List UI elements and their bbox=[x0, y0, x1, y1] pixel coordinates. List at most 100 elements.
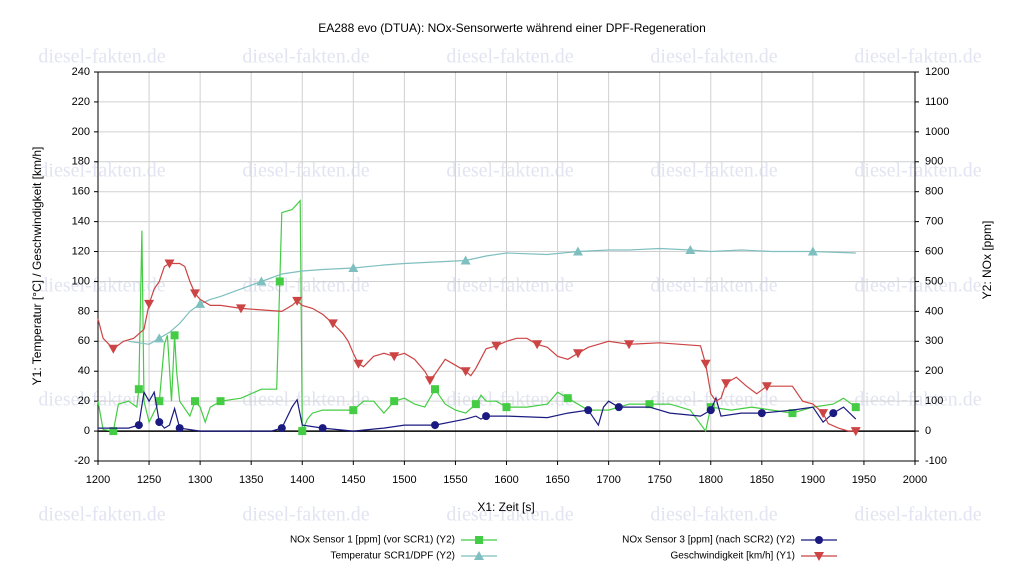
watermark: diesel-fakten.de bbox=[38, 389, 165, 411]
watermark: diesel-fakten.de bbox=[242, 46, 369, 68]
marker bbox=[818, 409, 829, 419]
y2-tick-label: 1000 bbox=[925, 126, 949, 138]
marker bbox=[474, 551, 484, 560]
marker bbox=[298, 427, 307, 436]
marker bbox=[761, 382, 772, 392]
marker bbox=[721, 379, 732, 389]
legend-label: Geschwindigkeit [km/h] (Y1) bbox=[671, 551, 796, 562]
marker bbox=[108, 344, 119, 354]
y-tick-label: 40 bbox=[78, 365, 90, 377]
x-tick-label: 1450 bbox=[341, 474, 365, 486]
watermark: diesel-fakten.de bbox=[854, 504, 981, 526]
marker bbox=[216, 397, 225, 406]
watermark: diesel-fakten.de bbox=[446, 46, 573, 68]
watermark: diesel-fakten.de bbox=[242, 504, 369, 526]
x-tick-label: 1950 bbox=[852, 474, 876, 486]
marker bbox=[814, 552, 824, 561]
y2-tick-label: 400 bbox=[925, 305, 943, 317]
marker bbox=[318, 424, 327, 433]
y2-tick-label: -100 bbox=[925, 455, 947, 467]
watermark: diesel-fakten.de bbox=[242, 275, 369, 297]
marker bbox=[195, 298, 206, 308]
marker bbox=[685, 245, 696, 255]
marker bbox=[349, 406, 358, 415]
marker bbox=[431, 385, 440, 394]
y-tick-label: 20 bbox=[78, 395, 90, 407]
y2-tick-label: 600 bbox=[925, 245, 943, 257]
marker bbox=[154, 333, 165, 343]
y-tick-label: 100 bbox=[72, 275, 90, 287]
y2-tick-label: 300 bbox=[925, 335, 943, 347]
y2-axis-label: Y2: NOx [ppm] bbox=[980, 221, 994, 300]
watermark: diesel-fakten.de bbox=[242, 389, 369, 411]
x-tick-label: 2000 bbox=[903, 474, 927, 486]
marker bbox=[471, 400, 480, 409]
marker bbox=[164, 259, 175, 269]
marker bbox=[572, 246, 583, 256]
marker bbox=[144, 299, 155, 309]
marker bbox=[829, 409, 838, 418]
watermark: diesel-fakten.de bbox=[650, 389, 777, 411]
series-line bbox=[97, 199, 857, 433]
marker bbox=[155, 397, 164, 406]
marker bbox=[706, 406, 715, 415]
marker bbox=[614, 403, 623, 412]
marker bbox=[491, 341, 502, 351]
marker bbox=[348, 262, 359, 272]
watermark: diesel-fakten.de bbox=[242, 160, 369, 182]
y-tick-label: 180 bbox=[72, 156, 90, 168]
y2-tick-label: 100 bbox=[925, 395, 943, 407]
x-tick-label: 1600 bbox=[494, 474, 518, 486]
legend-label: Temperatur SCR1/DPF (Y2) bbox=[331, 551, 455, 562]
y2-tick-label: 900 bbox=[925, 156, 943, 168]
x-tick-label: 1700 bbox=[596, 474, 620, 486]
marker bbox=[235, 304, 246, 314]
marker bbox=[191, 397, 200, 406]
marker bbox=[624, 340, 635, 350]
series-line bbox=[97, 262, 856, 432]
marker bbox=[572, 349, 583, 359]
marker bbox=[389, 352, 400, 362]
y-tick-label: 200 bbox=[72, 126, 90, 138]
series-line bbox=[128, 247, 856, 345]
y2-tick-label: 200 bbox=[925, 365, 943, 377]
y-tick-label: 0 bbox=[84, 425, 90, 437]
x-tick-label: 1650 bbox=[545, 474, 569, 486]
marker bbox=[353, 359, 364, 369]
watermark: diesel-fakten.de bbox=[38, 504, 165, 526]
x-tick-label: 1500 bbox=[392, 474, 416, 486]
watermarks: diesel-fakten.de diesel-fakten.de diesel-f… bbox=[38, 46, 981, 526]
marker bbox=[482, 412, 491, 421]
x-tick-label: 1550 bbox=[443, 474, 467, 486]
y-tick-label: 140 bbox=[72, 216, 90, 228]
x-tick-label: 1300 bbox=[188, 474, 212, 486]
marker bbox=[584, 406, 593, 415]
x-tick-label: 1400 bbox=[290, 474, 314, 486]
watermark: diesel-fakten.de bbox=[446, 275, 573, 297]
watermark: diesel-fakten.de bbox=[38, 46, 165, 68]
y-tick-label: 240 bbox=[72, 66, 90, 78]
marker bbox=[475, 536, 483, 544]
series-line bbox=[98, 390, 857, 432]
marker bbox=[190, 289, 201, 299]
marker bbox=[134, 421, 143, 430]
marker bbox=[851, 403, 860, 412]
watermark: diesel-fakten.de bbox=[446, 160, 573, 182]
marker bbox=[155, 418, 164, 427]
x-tick-label: 1750 bbox=[647, 474, 671, 486]
x-tick-label: 1250 bbox=[137, 474, 161, 486]
marker bbox=[277, 424, 286, 433]
marker bbox=[460, 255, 471, 265]
watermark: diesel-fakten.de bbox=[38, 275, 165, 297]
watermark: diesel-fakten.de bbox=[446, 504, 573, 526]
y-axis-label: Y1: Temperatur [°C] / Geschwindigkeit [k… bbox=[30, 147, 44, 386]
marker bbox=[170, 331, 179, 340]
marker bbox=[460, 367, 471, 377]
marker bbox=[700, 359, 711, 369]
marker bbox=[390, 397, 399, 406]
marker bbox=[563, 394, 572, 403]
watermark: diesel-fakten.de bbox=[854, 46, 981, 68]
y2-tick-label: 500 bbox=[925, 275, 943, 287]
watermark: diesel-fakten.de bbox=[650, 504, 777, 526]
